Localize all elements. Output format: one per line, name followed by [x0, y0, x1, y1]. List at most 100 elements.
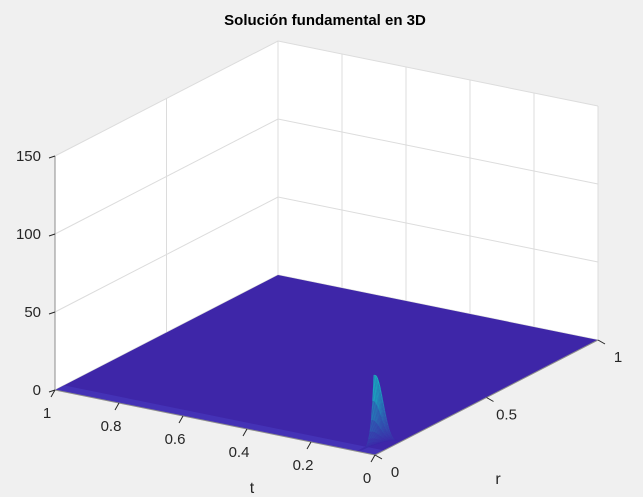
surface-patch	[379, 442, 382, 444]
surface-patch	[386, 438, 389, 441]
surface-patch	[382, 426, 385, 434]
surface-patch	[388, 437, 391, 440]
surface-patch	[372, 374, 375, 402]
surface-patch	[367, 445, 370, 448]
z-tick-label: 150	[16, 148, 41, 165]
surface-patch	[376, 442, 379, 444]
surface-patch	[378, 427, 381, 436]
surface-patch	[381, 438, 384, 441]
surface-patch	[386, 422, 389, 426]
surface-patch	[369, 438, 372, 443]
surface-patch	[384, 441, 387, 442]
surface-patch	[379, 416, 382, 429]
t-tick-label: 0.4	[229, 444, 250, 461]
surface-patch	[375, 379, 378, 405]
surface-patch	[383, 416, 386, 427]
r-tick	[597, 339, 606, 345]
surface-patch	[362, 448, 365, 450]
surface-patch	[375, 405, 378, 423]
surface-patch	[372, 374, 375, 402]
surface-patch	[389, 433, 392, 436]
surface-patch	[374, 443, 377, 445]
t-tick-label: 0	[363, 470, 371, 487]
surface-patch	[384, 413, 387, 417]
surface-patch	[372, 420, 375, 432]
surface-patch	[387, 436, 390, 439]
surface-patch	[382, 440, 385, 442]
x-axis-label: r	[495, 471, 501, 488]
surface-patch	[382, 440, 385, 442]
surface-patch	[379, 389, 382, 394]
surface-patch	[380, 420, 383, 431]
surface-patch	[370, 431, 373, 439]
surface-patch	[387, 427, 390, 430]
surface-patch	[381, 441, 384, 443]
surface-patch	[386, 438, 389, 441]
surface-patch	[373, 375, 376, 402]
surface-patch	[368, 442, 371, 446]
surface-patch	[378, 383, 381, 387]
surface-patch	[383, 413, 385, 425]
surface-patch	[384, 430, 387, 436]
surface-patch	[372, 442, 375, 445]
t-tick-label: 0.2	[293, 457, 314, 474]
surface-patch	[370, 442, 373, 445]
y-axis-label: t	[250, 480, 255, 497]
surface-patch	[378, 389, 381, 411]
surface-patch	[364, 446, 367, 449]
surface-patch	[386, 434, 389, 438]
surface-patch	[397, 440, 400, 441]
surface-patch	[382, 434, 385, 439]
surface-patch	[370, 401, 373, 421]
surface-patch	[369, 444, 372, 447]
surface-patch	[376, 381, 379, 406]
surface-patch	[370, 444, 373, 447]
surface-patch	[377, 442, 380, 444]
surface-patch	[391, 437, 394, 439]
surface-patch	[375, 375, 377, 377]
surface-patch	[373, 442, 376, 445]
surface-patch	[376, 443, 379, 444]
surface-patch	[372, 432, 375, 439]
surface-patch	[381, 432, 384, 438]
surface-patch	[378, 412, 381, 427]
surface-patch	[382, 441, 385, 443]
t-axis-line	[54, 389, 376, 456]
surface-patch	[376, 439, 379, 443]
surface-patch	[376, 434, 379, 440]
surface-patch	[376, 424, 379, 434]
surface-patch	[368, 442, 371, 446]
surface-patch	[398, 440, 401, 441]
surface-patch	[383, 428, 386, 435]
surface-patch	[377, 381, 380, 385]
surface-patch	[385, 419, 388, 423]
surface-patch	[376, 383, 379, 408]
surface-patch	[370, 445, 373, 447]
z-tick	[48, 389, 56, 393]
surface-patch	[382, 438, 385, 441]
surface-patch	[374, 433, 377, 439]
z-tick-label: 100	[16, 226, 41, 243]
z-tick	[48, 155, 56, 159]
surface-patch	[364, 446, 367, 449]
surface-patch	[396, 439, 399, 441]
surface-patch	[385, 422, 387, 431]
surface-patch	[369, 420, 372, 433]
surface-patch	[386, 435, 389, 439]
surface-patch	[370, 442, 373, 445]
surface-patch	[370, 438, 373, 443]
surface-patch	[391, 436, 394, 438]
surface-patch	[381, 396, 383, 400]
surface-patch	[380, 441, 383, 443]
surface-patch	[386, 440, 389, 442]
surface-patch	[376, 425, 379, 435]
surface-patch	[385, 425, 388, 432]
surface-patch	[379, 436, 382, 441]
surface-patch	[372, 401, 375, 421]
surface-patch	[380, 437, 383, 441]
surface-patch	[377, 426, 380, 435]
surface-patch	[374, 442, 377, 444]
surface-patch	[374, 422, 377, 433]
surface-patch	[373, 421, 376, 433]
surface-patch	[382, 403, 385, 407]
